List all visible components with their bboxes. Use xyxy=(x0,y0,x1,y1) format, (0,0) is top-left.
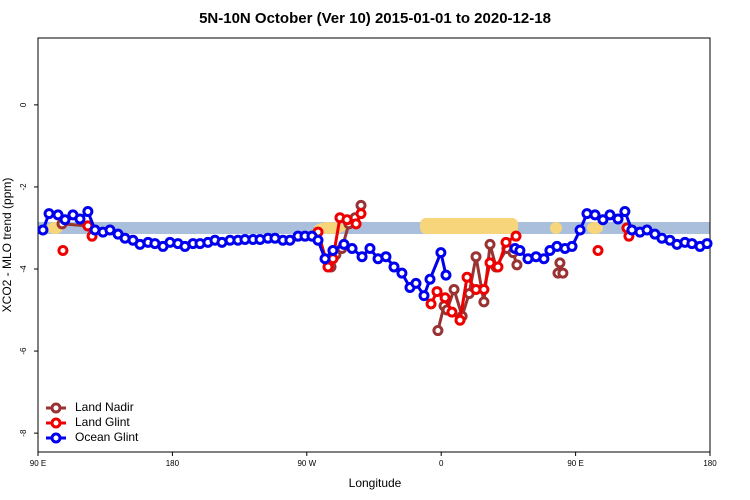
point xyxy=(514,245,526,257)
point xyxy=(284,234,296,246)
point xyxy=(424,273,436,285)
point xyxy=(432,325,444,337)
legend-point xyxy=(50,432,62,444)
point xyxy=(592,245,604,257)
point xyxy=(431,286,443,298)
point xyxy=(350,218,362,230)
point xyxy=(57,245,69,257)
point xyxy=(510,230,522,242)
point xyxy=(52,209,64,221)
point xyxy=(500,236,512,248)
y-tick-label: -6 xyxy=(19,347,28,355)
y-axis-label: XCO2 - MLO trend (ppm) xyxy=(0,178,14,313)
point xyxy=(388,261,400,273)
legend-entry: Land Nadir xyxy=(46,400,134,414)
point xyxy=(448,284,460,296)
point xyxy=(319,253,331,265)
legend-label: Ocean Glint xyxy=(75,430,139,444)
point xyxy=(74,213,86,225)
legend-label: Land Nadir xyxy=(75,400,134,414)
land-patch xyxy=(550,222,562,234)
point xyxy=(355,208,367,220)
point xyxy=(589,209,601,221)
point xyxy=(484,257,496,269)
ocean-strip xyxy=(38,222,710,234)
point xyxy=(346,242,358,254)
point xyxy=(446,306,458,318)
map-strip xyxy=(38,218,710,234)
point xyxy=(410,277,422,289)
point xyxy=(418,290,430,302)
point xyxy=(37,224,49,236)
point xyxy=(327,245,339,257)
x-axis-label: Longitude xyxy=(349,476,402,490)
point xyxy=(574,224,586,236)
point xyxy=(511,259,523,271)
point xyxy=(82,206,94,218)
point xyxy=(59,214,71,226)
point xyxy=(557,267,569,279)
legend-label: Land Glint xyxy=(75,415,130,429)
point xyxy=(396,267,408,279)
point xyxy=(604,209,616,221)
point xyxy=(43,208,55,220)
x-tick-label: 180 xyxy=(166,459,180,468)
point xyxy=(641,224,653,236)
point xyxy=(538,253,550,265)
point xyxy=(612,213,624,225)
point xyxy=(470,251,482,263)
point xyxy=(454,314,466,326)
point xyxy=(461,271,473,283)
point xyxy=(554,257,566,269)
point xyxy=(484,238,496,250)
point xyxy=(566,240,578,252)
y-tick-label: -8 xyxy=(19,429,28,437)
x-tick-label: 0 xyxy=(439,459,444,468)
chart-title: 5N-10N October (Ver 10) 2015-01-01 to 20… xyxy=(199,10,551,27)
point xyxy=(435,247,447,259)
land-patch xyxy=(587,222,603,234)
y-tick-label: 0 xyxy=(19,102,28,107)
x-tick-label: 180 xyxy=(703,459,717,468)
point xyxy=(356,251,368,263)
y-tick-label: -4 xyxy=(19,265,28,273)
point xyxy=(701,238,713,250)
point xyxy=(619,206,631,218)
x-tick-label: 90 W xyxy=(297,459,316,468)
point xyxy=(440,269,452,281)
point xyxy=(478,284,490,296)
x-tick-label: 90 E xyxy=(30,459,46,468)
point xyxy=(364,242,376,254)
legend-point xyxy=(50,417,62,429)
point xyxy=(341,214,353,226)
point xyxy=(312,234,324,246)
point xyxy=(104,224,116,236)
point xyxy=(492,261,504,273)
point xyxy=(439,292,451,304)
point xyxy=(425,298,437,310)
x-tick-label: 90 E xyxy=(567,459,583,468)
legend-entry: Land Glint xyxy=(46,415,130,429)
point xyxy=(338,238,350,250)
point xyxy=(478,296,490,308)
point xyxy=(597,214,609,226)
y-tick-label: -2 xyxy=(19,183,28,191)
legend-entry: Ocean Glint xyxy=(46,430,139,444)
land-patch xyxy=(420,218,518,234)
point xyxy=(380,251,392,263)
series-line xyxy=(61,204,565,331)
legend-point xyxy=(50,402,62,414)
